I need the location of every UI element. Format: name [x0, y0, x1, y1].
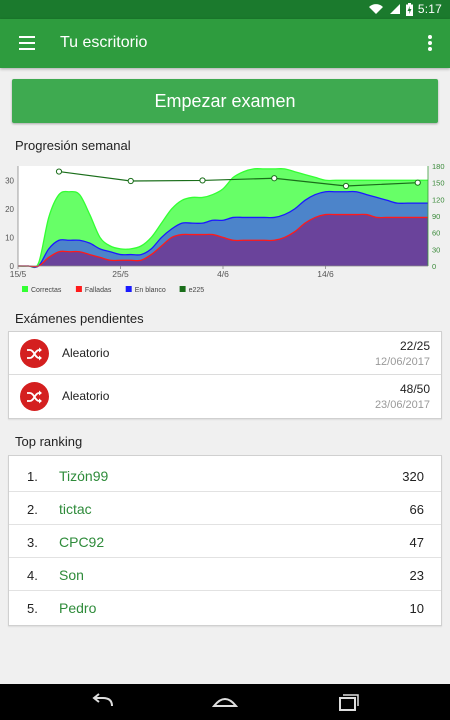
area-falladas: [18, 214, 428, 267]
rank-position: 2.: [27, 502, 38, 517]
signal-icon: [389, 4, 400, 14]
e225-point: [271, 175, 278, 182]
y-tick-left-label: 20: [5, 205, 14, 214]
rank-score: 66: [409, 502, 424, 517]
back-icon[interactable]: [90, 690, 116, 714]
pending-exams-title: Exámenes pendientes: [15, 311, 144, 326]
x-tick-label: 25/5: [112, 269, 129, 279]
ranking-row[interactable]: 5. Pedro 10: [9, 591, 441, 624]
shuffle-icon: [20, 339, 49, 368]
status-time: 5:17: [417, 2, 442, 16]
exam-date: 23/06/2017: [374, 399, 430, 411]
exam-name: Aleatorio: [62, 389, 110, 403]
status-bar: 5:17: [0, 0, 450, 19]
progress-chart: 0 10 20 30 0 30 60 90 120 150 180 15/5 25/5 4/6 14/6 Co…: [0, 158, 450, 300]
rank-position: 1.: [27, 469, 38, 484]
e225-point: [55, 168, 63, 175]
status-icons: 5:17: [368, 2, 442, 16]
y-tick-right-label: 180: [432, 162, 445, 171]
pending-exams-card: Aleatorio 22/25 12/06/2017 Aleatorio 48/…: [8, 331, 442, 419]
y-tick-right-label: 120: [432, 195, 445, 204]
ranking-row[interactable]: 2. tictac 66: [9, 492, 441, 525]
rank-user-name: Pedro: [59, 600, 97, 616]
rank-score: 47: [409, 535, 424, 550]
rank-score: 23: [409, 568, 424, 583]
e225-point: [342, 182, 350, 190]
legend-swatch: [179, 286, 186, 292]
app-title: Tu escritorio: [60, 34, 148, 51]
ranking-title: Top ranking: [15, 434, 83, 449]
y-tick-right-label: 150: [432, 179, 445, 188]
y-tick-left-label: 10: [5, 233, 14, 242]
line-e225: [58, 170, 418, 187]
y-tick-left-label: 0: [10, 262, 15, 271]
home-icon[interactable]: [212, 690, 238, 714]
rank-score: 320: [402, 469, 424, 484]
legend-label: Correctas: [31, 287, 62, 294]
progress-section-title: Progresión semanal: [15, 138, 131, 153]
hamburger-menu-icon[interactable]: [19, 36, 35, 50]
e225-point: [199, 177, 206, 184]
rank-user-name: CPC92: [59, 534, 105, 550]
x-tick-label: 15/5: [10, 269, 27, 279]
navigation-bar: [0, 684, 450, 720]
battery-charging-icon: [405, 2, 413, 16]
wifi-icon: [368, 4, 383, 14]
ranking-card: 1. Tizón99 320 2. tictac 66 3. CPC92 47 …: [8, 455, 442, 626]
rank-user-name: Son: [59, 567, 84, 583]
y-tick-right-label: 30: [432, 245, 440, 254]
x-tick-label: 4/6: [217, 269, 229, 279]
y-tick-left-label: 30: [5, 176, 14, 185]
rank-position: 4.: [27, 568, 38, 583]
y-tick-right-label: 90: [432, 212, 440, 221]
exam-progress-count: 48/50: [399, 382, 430, 396]
y-tick-right-label: 60: [432, 229, 440, 238]
exam-progress-count: 22/25: [399, 339, 430, 353]
x-tick-label: 14/6: [317, 269, 334, 279]
line-en-blanco: [17, 190, 428, 268]
more-vertical-icon[interactable]: [428, 35, 432, 51]
rank-score: 10: [409, 601, 424, 616]
exam-name: Aleatorio: [62, 346, 110, 360]
legend-swatch: [22, 286, 28, 292]
pending-exam-row[interactable]: Aleatorio 48/50 23/06/2017: [9, 375, 441, 418]
shuffle-icon: [20, 382, 49, 411]
line-falladas: [17, 213, 428, 268]
legend-label: Falladas: [85, 287, 112, 294]
legend-swatch: [75, 286, 82, 292]
rank-user-name: Tizón99: [59, 468, 109, 484]
rank-position: 5.: [27, 601, 38, 616]
rank-position: 3.: [27, 535, 38, 550]
ranking-row[interactable]: 3. CPC92 47: [9, 525, 441, 558]
ranking-row[interactable]: 4. Son 23: [9, 558, 441, 591]
progress-chart-svg: 0 10 20 30 0 30 60 90 120 150 180 15/5 25/5 4/6 14/6 Co…: [5, 162, 445, 294]
legend-swatch: [125, 286, 132, 292]
rank-user-name: tictac: [59, 501, 92, 517]
ranking-row[interactable]: 1. Tizón99 320: [9, 459, 441, 492]
start-exam-button[interactable]: Empezar examen: [12, 79, 438, 123]
y-tick-right-label: 0: [432, 262, 436, 271]
app-bar: Tu escritorio: [0, 19, 450, 68]
e225-point: [414, 179, 421, 186]
pending-exam-row[interactable]: Aleatorio 22/25 12/06/2017: [9, 332, 441, 375]
legend-label: e225: [189, 287, 205, 294]
e225-point: [127, 177, 134, 185]
line-correctas: [17, 167, 428, 269]
legend-label: En blanco: [135, 287, 166, 294]
exam-date: 12/06/2017: [374, 356, 430, 368]
recents-icon[interactable]: [334, 690, 360, 714]
